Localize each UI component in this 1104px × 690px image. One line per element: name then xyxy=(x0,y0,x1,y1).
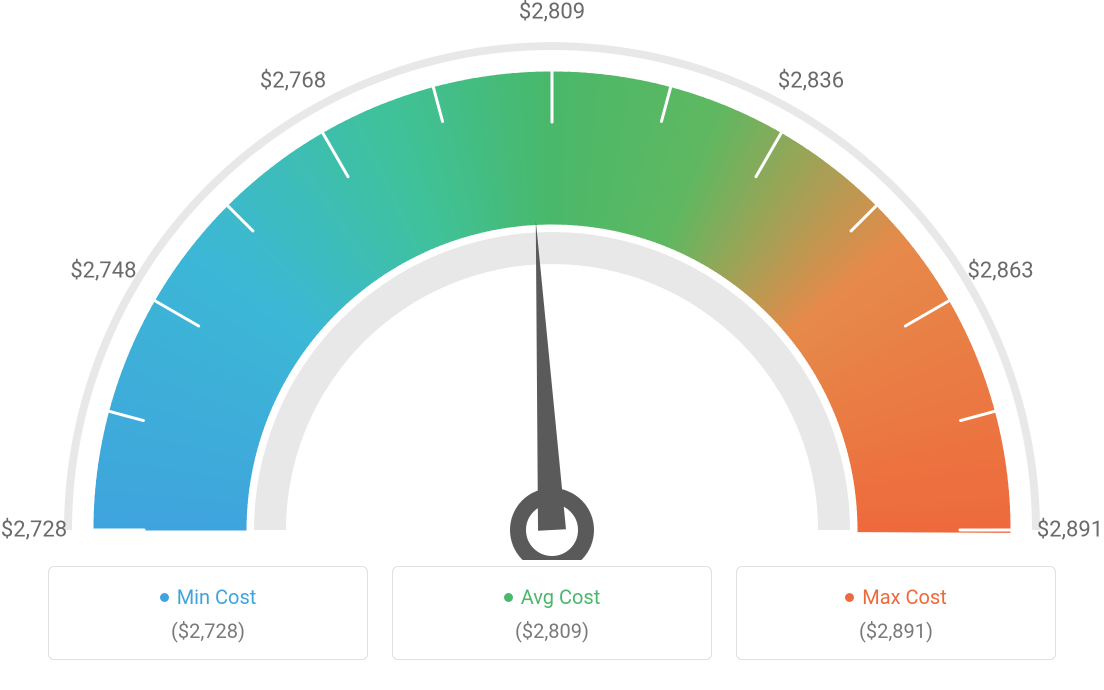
legend-title-text: Avg Cost xyxy=(521,585,601,609)
gauge-tick-label: $2,863 xyxy=(968,259,1034,284)
gauge-container: $2,728 $2,748 $2,768 $2,809 $2,836 $2,863 $2,8… xyxy=(0,0,1104,560)
legend-value: ($2,728) xyxy=(49,619,367,643)
gauge-tick-label: $2,768 xyxy=(260,69,326,94)
legend-dot-icon xyxy=(160,593,169,602)
gauge-needle xyxy=(536,220,566,530)
gauge-tick-label: $2,891 xyxy=(1037,518,1103,543)
legend-card: Min Cost ($2,728) xyxy=(48,566,368,660)
gauge-tick-label: $2,748 xyxy=(70,259,136,284)
legend-title-text: Min Cost xyxy=(177,585,257,609)
legend-value: ($2,809) xyxy=(393,619,711,643)
legend-card: Max Cost ($2,891) xyxy=(736,566,1056,660)
legend-title: Max Cost xyxy=(845,585,947,609)
legend-dot-icon xyxy=(845,593,854,602)
legend-value: ($2,891) xyxy=(737,619,1055,643)
gauge-tick-label: $2,809 xyxy=(519,0,585,25)
gauge-tick-label: $2,836 xyxy=(778,69,844,94)
legend-title-text: Max Cost xyxy=(862,585,947,609)
legend-dot-icon xyxy=(504,593,513,602)
legend-title: Avg Cost xyxy=(504,585,601,609)
legend-card: Avg Cost ($2,809) xyxy=(392,566,712,660)
gauge-tick-label: $2,728 xyxy=(1,518,67,543)
legend-title: Min Cost xyxy=(160,585,257,609)
legend-row: Min Cost ($2,728) Avg Cost ($2,809) Max Cost… xyxy=(0,566,1104,660)
gauge-svg xyxy=(0,0,1104,560)
